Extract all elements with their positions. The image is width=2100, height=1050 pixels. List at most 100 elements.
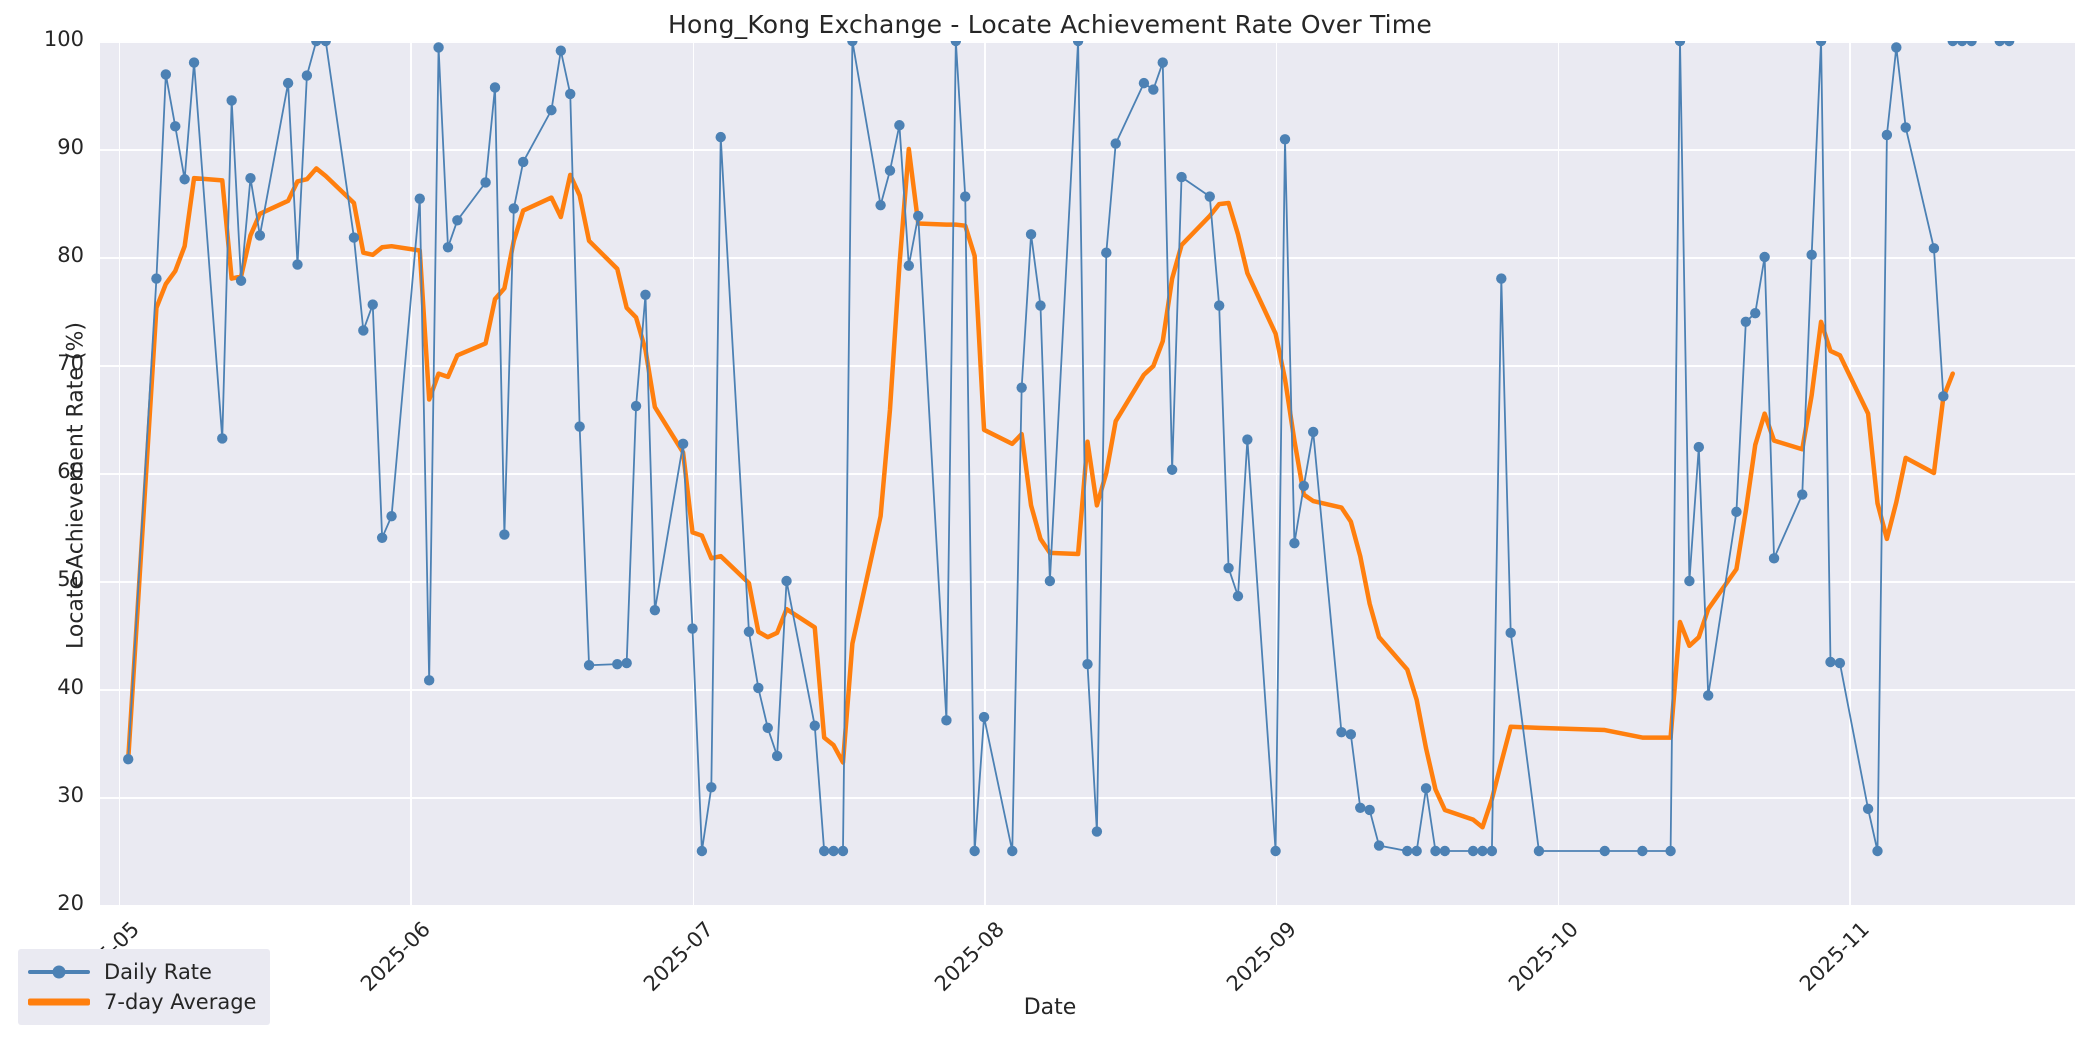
data-point (1166, 464, 1178, 475)
legend-item-7-day-average: 7-day Average (28, 987, 256, 1017)
data-point (565, 88, 576, 100)
data-point (1016, 382, 1027, 393)
gridline-vertical (410, 41, 412, 905)
data-point (151, 273, 162, 284)
data-point (508, 203, 520, 214)
data-point (903, 260, 915, 271)
series-7-day-average (125, 146, 1955, 830)
data-point (1533, 845, 1545, 857)
gridline-horizontal (100, 365, 2075, 367)
data-point (499, 529, 510, 540)
data-point (546, 104, 557, 116)
data-point (555, 45, 567, 56)
data-point (1232, 590, 1244, 602)
y-axis-label: Locate Achievement Rate (%) (63, 322, 89, 650)
data-point (1599, 845, 1610, 857)
data-point (301, 70, 313, 81)
data-point (367, 299, 378, 310)
data-point (781, 575, 792, 587)
gridline-horizontal (100, 41, 2075, 43)
data-point (320, 41, 331, 47)
gridline-vertical (118, 41, 121, 905)
data-point (630, 400, 642, 412)
data-point (226, 95, 237, 106)
data-point (574, 421, 585, 432)
data-point (414, 193, 425, 204)
data-point (433, 42, 444, 53)
gridline-horizontal (100, 473, 2075, 475)
data-point (1110, 138, 1121, 149)
data-point (489, 82, 501, 93)
data-point (743, 626, 755, 637)
data-point (518, 156, 529, 168)
data-point (1308, 426, 1319, 438)
data-point (1496, 273, 1507, 284)
series-line (125, 146, 1955, 830)
data-point (1684, 575, 1695, 587)
data-point (978, 711, 990, 723)
data-point (1505, 627, 1516, 639)
data-point (235, 275, 247, 286)
data-point (687, 623, 698, 634)
data-point (1768, 553, 1780, 564)
data-point (1289, 538, 1300, 549)
data-point (612, 658, 623, 670)
data-point (621, 657, 632, 669)
data-point (179, 174, 190, 185)
data-point (170, 121, 181, 132)
data-point (762, 722, 773, 734)
data-point (1834, 657, 1846, 669)
data-point (1806, 249, 1817, 261)
data-point (1204, 191, 1215, 202)
data-point (837, 845, 849, 857)
data-point (1157, 57, 1168, 68)
data-point (1402, 845, 1413, 857)
data-point (376, 532, 388, 543)
data-point (1242, 434, 1253, 445)
data-point (706, 782, 717, 793)
data-point (1486, 845, 1498, 857)
data-point (1270, 845, 1281, 857)
data-point (1213, 300, 1225, 311)
data-point (1336, 727, 1347, 738)
data-point (818, 845, 830, 857)
data-point (1956, 41, 1968, 47)
data-point (950, 41, 962, 47)
data-point (1637, 845, 1648, 857)
chart-legend: Daily Rate 7-day Average (18, 949, 271, 1025)
data-point (715, 131, 726, 143)
data-point (1825, 656, 1836, 668)
gridline-horizontal (100, 581, 2075, 583)
data-point (442, 242, 454, 253)
data-point (452, 215, 463, 226)
data-point (2003, 41, 2015, 47)
plot-area (100, 41, 2075, 905)
x-axis-label: Date (1023, 995, 1077, 1020)
series-daily-rate (123, 41, 2015, 857)
data-point (1750, 307, 1761, 319)
data-point (1138, 77, 1150, 89)
data-point (188, 57, 200, 68)
y-axis-label-wrap: Locate Achievement Rate (%) (18, 0, 89, 1050)
data-point (348, 232, 360, 243)
gridline-horizontal (100, 149, 2075, 151)
data-point (282, 77, 294, 89)
data-point (1862, 803, 1874, 815)
data-point (1693, 441, 1705, 453)
gridline-vertical (984, 41, 986, 905)
data-point (753, 682, 764, 694)
data-point (1355, 802, 1366, 813)
data-point (311, 41, 322, 47)
data-point (969, 845, 980, 857)
data-point (1439, 845, 1451, 857)
data-point (1467, 845, 1479, 857)
gridline-horizontal (100, 797, 2075, 799)
data-point (828, 845, 839, 857)
gridline-vertical (692, 41, 695, 905)
data-point (1072, 41, 1084, 47)
data-point (1797, 489, 1808, 500)
data-point (292, 259, 303, 270)
data-point (160, 69, 172, 80)
data-point (583, 660, 595, 671)
